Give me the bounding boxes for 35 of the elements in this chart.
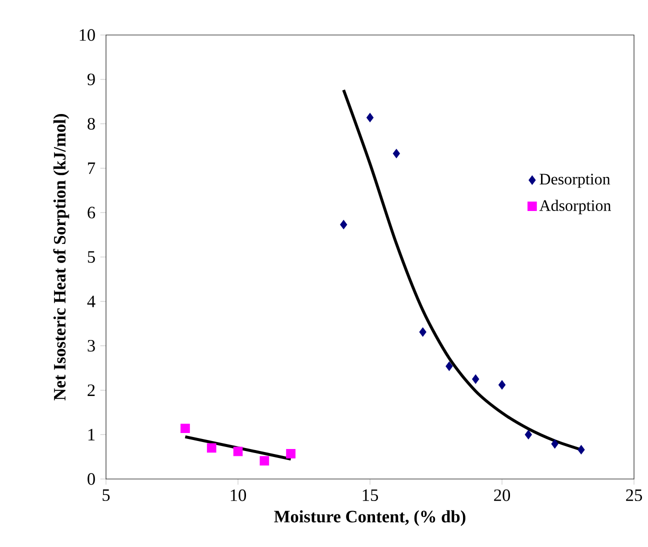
x-tick-label: 25 (626, 489, 642, 502)
point (366, 112, 374, 122)
y-tick-label: 10 (80, 29, 95, 41)
y-tick-label: 2 (88, 384, 95, 396)
y-tick-label: 8 (88, 118, 95, 130)
point (419, 327, 426, 337)
point (392, 148, 400, 158)
y-tick-label: 0 (88, 473, 95, 485)
x-tick-label: 10 (230, 489, 246, 502)
x-tick-label: 20 (494, 489, 510, 502)
point (286, 449, 296, 458)
point (578, 445, 585, 454)
point (472, 374, 480, 384)
legend-label: Adsorption (539, 200, 611, 214)
point (206, 443, 216, 453)
y-tick-label: 1 (88, 428, 95, 440)
x-tick-label: 15 (362, 489, 378, 502)
x-axis-title: Moisture Content, (% db) (274, 510, 466, 526)
y-tick-label: 9 (88, 74, 95, 86)
legend-label: Desorption (540, 174, 610, 188)
y-tick-label: 4 (87, 296, 96, 308)
point (551, 439, 558, 449)
point (524, 430, 532, 440)
y-tick-label: 6 (88, 206, 96, 218)
y-tick-label: 3 (88, 340, 95, 352)
point (233, 446, 243, 456)
y-axis-title: Net Isosteric Heat of Sorption (kJ/mol) (53, 114, 70, 400)
point (498, 380, 506, 390)
x-tick-label: 5 (102, 489, 110, 501)
point (446, 362, 453, 371)
y-tick-label: 7 (88, 162, 96, 174)
point (180, 424, 190, 434)
point (340, 220, 348, 230)
y-tick-label: 5 (88, 251, 95, 263)
point (260, 456, 270, 466)
